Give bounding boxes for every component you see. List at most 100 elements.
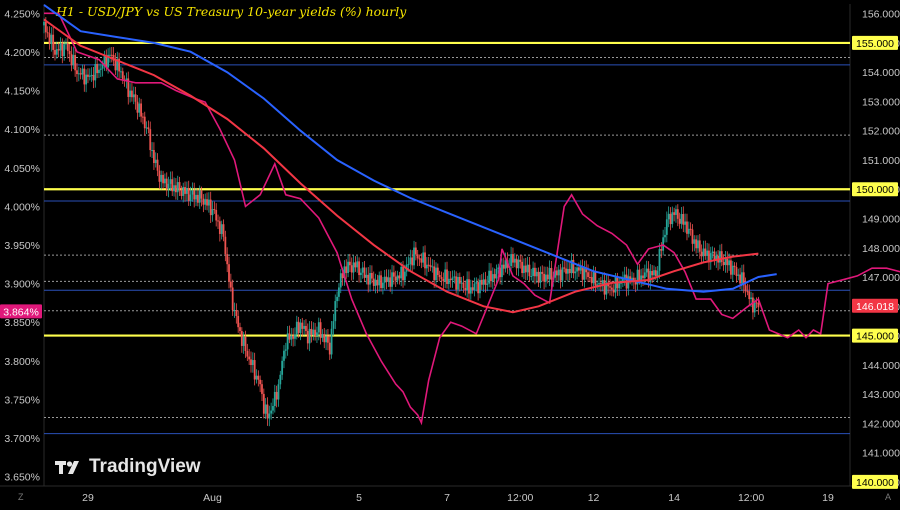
candle-body [323, 334, 326, 343]
candle-body [411, 257, 414, 266]
candle-body [532, 267, 534, 276]
candle-body [147, 127, 150, 130]
candle-body [255, 375, 258, 380]
candle-body [598, 283, 600, 285]
candle-body [563, 267, 566, 269]
candle-body [567, 268, 569, 274]
candle-body [651, 270, 654, 276]
candle-body [105, 55, 108, 68]
candle-body [462, 282, 465, 288]
candle-body [176, 182, 179, 193]
candle-body [491, 274, 494, 282]
candle-body [264, 404, 267, 414]
candle-body [557, 269, 560, 276]
candle-body [407, 264, 410, 266]
candle-body [755, 302, 758, 304]
candle-body [457, 276, 459, 290]
right-tick-label: 152.000 [862, 126, 900, 138]
candle-body [356, 261, 359, 268]
candle-body [301, 322, 304, 329]
candle-body [568, 268, 571, 274]
candle-body [59, 42, 62, 51]
candle-body [129, 90, 131, 97]
candle-body [83, 68, 86, 85]
candle-body [479, 279, 481, 294]
candle-body [675, 209, 677, 215]
candle-body [588, 277, 591, 279]
level-price-badge-text: 150.000 [856, 184, 894, 196]
candle-body [702, 248, 705, 257]
candle-body [96, 64, 99, 74]
candle-body [138, 103, 141, 113]
candle-body [195, 194, 197, 200]
candle-body [510, 254, 513, 267]
candle-body [361, 267, 364, 273]
candle-body [281, 360, 284, 375]
candle-body [731, 265, 734, 275]
candle-body [634, 281, 637, 285]
candle-body [349, 261, 351, 266]
candle-body [440, 277, 443, 279]
candle-body [431, 266, 434, 268]
tradingview-logo-icon [55, 461, 79, 474]
left-tick-label: 4.050% [4, 163, 40, 175]
candle-body [420, 258, 423, 263]
candle-body [576, 267, 578, 272]
candle-body [656, 270, 659, 277]
candle-body [228, 264, 230, 282]
candle-body [654, 270, 657, 277]
candle-body [164, 178, 166, 184]
candle-body [317, 322, 320, 333]
candle-body [290, 335, 293, 340]
candle-body [85, 74, 88, 85]
candle-body [295, 321, 298, 335]
candle-body [704, 248, 707, 256]
candle-body [286, 333, 289, 350]
candle-body [74, 55, 77, 71]
candle-body [658, 249, 661, 271]
candle-body [292, 335, 295, 339]
candle-body [328, 342, 331, 355]
candle-body [389, 277, 392, 287]
candle-body [213, 209, 216, 211]
candle-body [338, 287, 340, 297]
candle-body [451, 277, 454, 281]
candle-body [182, 186, 185, 196]
candle-body [239, 327, 241, 332]
candle-body [277, 384, 280, 400]
candle-body [180, 189, 183, 196]
candle-body [490, 270, 492, 282]
candle-body [534, 267, 536, 277]
candle-body [425, 264, 428, 269]
candle-body [365, 274, 368, 278]
candle-body [242, 336, 245, 346]
candle-body [266, 404, 269, 419]
left-tick-label: 3.750% [4, 394, 40, 406]
candle-body [226, 254, 229, 265]
candle-body [158, 170, 161, 182]
candle-body [374, 279, 377, 286]
right-tick-label: 156.000 [862, 9, 900, 21]
candle-body [662, 237, 665, 251]
candle-body [257, 375, 260, 380]
current-price-badge [852, 298, 898, 313]
candle-body [385, 276, 388, 282]
candle-body [149, 129, 152, 151]
candle-body [94, 64, 97, 81]
candle-body [453, 276, 456, 278]
candle-body [515, 258, 518, 269]
candle-body [87, 74, 89, 77]
candle-body [299, 322, 302, 333]
candle-body [103, 55, 106, 65]
moving-average-red-line [43, 18, 759, 314]
level-price-badge [852, 35, 898, 50]
candle-body [363, 267, 366, 278]
candle-body [574, 271, 577, 274]
candle-body [643, 272, 646, 279]
candle-body [422, 252, 425, 263]
candle-body [46, 32, 49, 34]
candle-body [48, 33, 51, 45]
candle-body [273, 391, 276, 407]
candle-body [224, 236, 227, 255]
